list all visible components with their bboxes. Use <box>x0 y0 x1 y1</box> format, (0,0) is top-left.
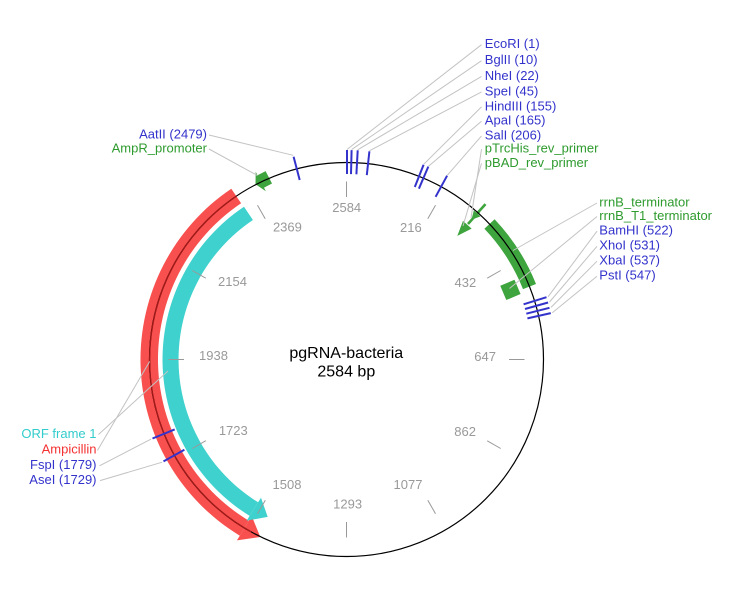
svg-text:SpeI (45): SpeI (45) <box>485 83 538 98</box>
svg-text:pBAD_rev_primer: pBAD_rev_primer <box>485 155 589 170</box>
svg-text:1938: 1938 <box>199 348 228 363</box>
svg-text:1508: 1508 <box>273 477 302 492</box>
svg-text:1293: 1293 <box>333 497 362 512</box>
svg-text:rrnB_T1_terminator: rrnB_T1_terminator <box>599 208 712 223</box>
svg-text:432: 432 <box>455 275 477 290</box>
svg-text:SalI (206): SalI (206) <box>485 127 541 142</box>
svg-text:ApaI (165): ApaI (165) <box>485 113 546 128</box>
svg-text:AatII (2479): AatII (2479) <box>139 126 207 141</box>
svg-text:NheI (22): NheI (22) <box>485 68 539 83</box>
svg-text:pgRNA-bacteria: pgRNA-bacteria <box>289 345 403 362</box>
svg-text:2369: 2369 <box>273 220 302 235</box>
svg-text:AmpR_promoter: AmpR_promoter <box>112 140 208 155</box>
svg-text:1723: 1723 <box>219 423 248 438</box>
svg-text:HindIII (155): HindIII (155) <box>485 98 557 113</box>
svg-text:2154: 2154 <box>218 274 247 289</box>
svg-text:XbaI (537): XbaI (537) <box>599 253 660 268</box>
svg-text:PstI (547): PstI (547) <box>599 268 655 283</box>
svg-text:2584 bp: 2584 bp <box>317 364 375 381</box>
svg-text:862: 862 <box>454 424 476 439</box>
svg-text:pTrcHis_rev_primer: pTrcHis_rev_primer <box>485 141 599 156</box>
svg-text:Ampicillin: Ampicillin <box>42 442 97 457</box>
svg-text:EcoRI (1): EcoRI (1) <box>485 36 540 51</box>
svg-text:216: 216 <box>400 220 422 235</box>
svg-text:XhoI (531): XhoI (531) <box>599 238 660 253</box>
svg-text:rrnB_terminator: rrnB_terminator <box>599 194 690 209</box>
svg-text:AseI (1729): AseI (1729) <box>29 472 96 487</box>
svg-text:FspI (1779): FspI (1779) <box>30 457 96 472</box>
svg-text:ORF frame 1: ORF frame 1 <box>21 426 96 441</box>
svg-text:2584: 2584 <box>332 200 361 215</box>
svg-text:BglII (10): BglII (10) <box>485 52 538 67</box>
svg-text:647: 647 <box>474 349 496 364</box>
svg-text:BamHI (522): BamHI (522) <box>599 223 673 238</box>
svg-text:1077: 1077 <box>394 477 423 492</box>
